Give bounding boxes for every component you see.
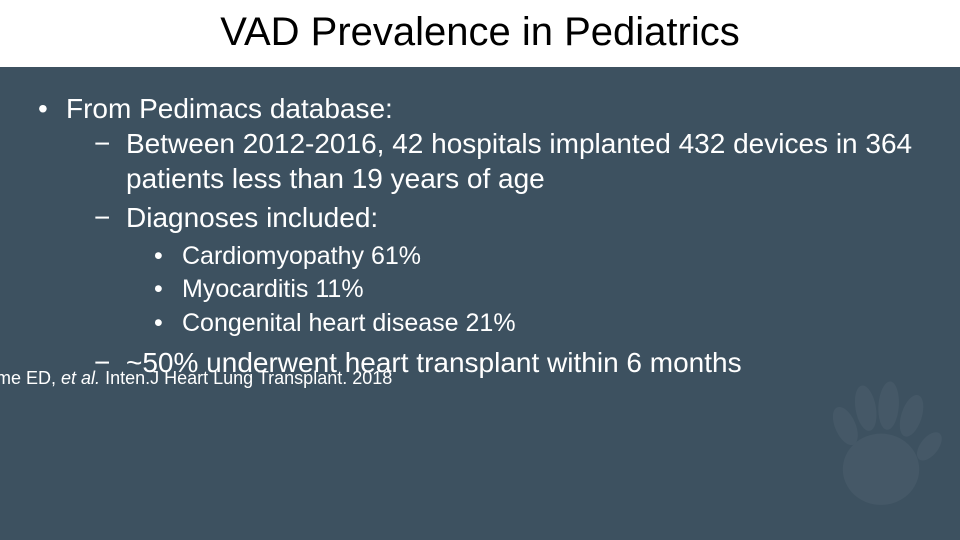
- bullet-list-level1: From Pedimacs database: Between 2012-201…: [38, 91, 922, 380]
- slide: VAD Prevalence in Pediatrics From Pedima…: [0, 0, 960, 540]
- bullet-lvl3-item: Congenital heart disease 21%: [154, 308, 922, 339]
- bullet-text: Congenital heart disease 21%: [182, 309, 516, 337]
- bullet-text: Cardiomyopathy 61%: [182, 242, 421, 270]
- slide-content: From Pedimacs database: Between 2012-201…: [0, 67, 960, 380]
- bullet-lvl1-item: From Pedimacs database: Between 2012-201…: [38, 91, 922, 380]
- bullet-text: Diagnoses included:: [126, 202, 378, 233]
- handprint-icon: [816, 370, 946, 510]
- bullet-text: From Pedimacs database:: [66, 93, 393, 124]
- bullet-lvl3-item: Myocarditis 11%: [154, 274, 922, 305]
- bullet-lvl2-item: Diagnoses included: Cardiomyopathy 61% M…: [94, 200, 922, 339]
- bullet-lvl3-item: Cardiomyopathy 61%: [154, 241, 922, 272]
- citation-etal: et al.: [61, 368, 100, 388]
- bullet-text: Between 2012-2016, 42 hospitals implante…: [126, 128, 912, 194]
- bullet-list-level2: Between 2012-2016, 42 hospitals implante…: [38, 126, 922, 380]
- bullet-lvl2-item: Between 2012-2016, 42 hospitals implante…: [94, 126, 922, 196]
- bullet-text: Myocarditis 11%: [182, 275, 364, 303]
- bullet-list-level3: Cardiomyopathy 61% Myocarditis 11% Conge…: [126, 241, 922, 339]
- citation-author: Blume ED,: [0, 368, 61, 388]
- citation: Blume ED, et al. Inten.J Heart Lung Tran…: [0, 368, 930, 389]
- citation-rest: Inten.J Heart Lung Transplant. 2018: [100, 368, 392, 388]
- slide-title: VAD Prevalence in Pediatrics: [0, 0, 960, 67]
